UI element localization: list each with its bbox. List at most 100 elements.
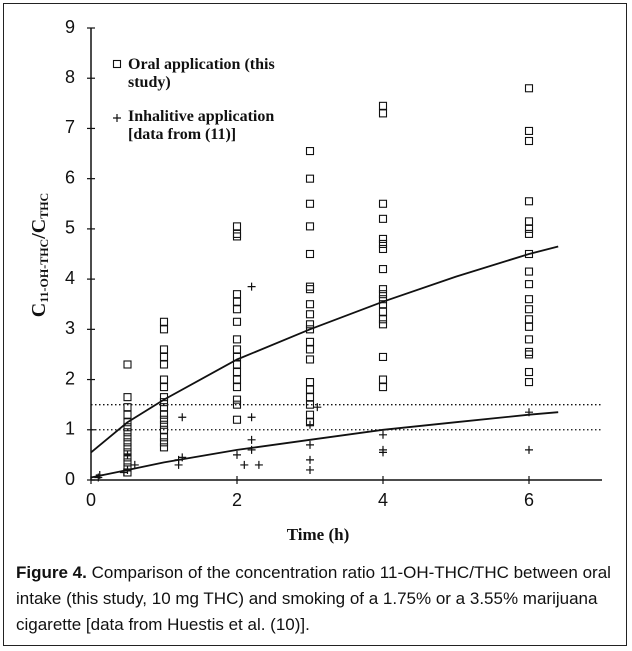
square-marker xyxy=(159,410,169,419)
plus-marker xyxy=(313,403,322,412)
square-marker xyxy=(123,438,132,447)
square-marker xyxy=(159,317,169,326)
y-tick-label: 7 xyxy=(65,117,75,137)
caption: Figure 4. Comparison of the concentratio… xyxy=(16,560,616,638)
plus-marker xyxy=(178,453,187,462)
square-marker xyxy=(232,360,242,369)
y-label-sub: 11-OH-THC xyxy=(37,239,51,303)
square-marker xyxy=(232,345,242,354)
square-marker xyxy=(159,438,169,447)
plus-marker xyxy=(525,445,533,454)
square-marker xyxy=(305,400,315,409)
square-marker xyxy=(524,347,534,356)
square-marker xyxy=(524,367,534,377)
square-marker xyxy=(232,383,242,392)
square-marker xyxy=(524,315,534,324)
square-marker xyxy=(305,337,315,346)
square-marker xyxy=(378,239,388,249)
square-marker xyxy=(159,443,169,452)
square-marker xyxy=(524,136,534,146)
square-marker xyxy=(305,345,315,354)
plus-marker xyxy=(247,445,256,454)
y-tick-label: 6 xyxy=(65,167,75,187)
plus-marker xyxy=(240,460,249,469)
legend-label: Inhalitive application [data from (11)] xyxy=(128,108,275,143)
square-marker xyxy=(159,433,169,442)
y-tick-label: 1 xyxy=(65,419,75,439)
square-marker xyxy=(524,126,534,136)
square-marker xyxy=(305,410,315,419)
y-axis-label: C11-OH-THC/CTHC xyxy=(28,193,51,317)
square-marker xyxy=(232,290,242,299)
square-marker xyxy=(378,290,388,299)
square-marker xyxy=(123,428,132,437)
x-tick-label: 4 xyxy=(378,490,388,510)
y-tick-label: 3 xyxy=(65,318,75,338)
y-tick-label: 5 xyxy=(65,218,75,238)
plus-marker xyxy=(247,282,256,291)
y-tick-label: 8 xyxy=(65,67,75,87)
plus-marker xyxy=(525,408,533,417)
square-marker xyxy=(305,199,315,208)
square-marker xyxy=(378,315,388,324)
square-marker xyxy=(159,360,169,369)
fit-line xyxy=(90,411,559,479)
square-marker xyxy=(305,320,315,329)
square-marker xyxy=(159,325,169,334)
square-marker xyxy=(378,375,388,384)
square-marker xyxy=(123,423,132,432)
square-marker xyxy=(305,285,315,294)
square-marker xyxy=(378,234,388,243)
plus-marker xyxy=(306,440,314,449)
square-marker xyxy=(305,146,315,156)
square-marker xyxy=(232,297,242,306)
square-marker xyxy=(305,222,315,231)
square-marker xyxy=(524,295,534,304)
square-marker xyxy=(123,458,132,467)
square-marker xyxy=(232,222,242,231)
square-marker xyxy=(123,410,132,419)
plus-marker xyxy=(233,450,241,459)
y-label-sub: THC xyxy=(37,193,51,219)
legend-marker xyxy=(112,59,122,69)
square-marker xyxy=(232,400,242,409)
square-marker xyxy=(159,383,169,392)
square-marker xyxy=(159,352,169,362)
square-marker xyxy=(378,109,388,118)
legend-marker xyxy=(113,114,121,122)
y-label-part: /C xyxy=(28,219,50,240)
square-marker xyxy=(159,398,169,407)
plus-marker xyxy=(178,413,187,422)
y-tick-label: 9 xyxy=(65,17,75,37)
square-marker xyxy=(378,244,388,254)
square-marker xyxy=(378,320,388,329)
square-marker xyxy=(305,174,315,183)
square-marker xyxy=(123,433,132,442)
legend-label: Oral application (this study) xyxy=(128,56,275,91)
square-marker xyxy=(524,197,534,206)
square-marker xyxy=(305,325,315,334)
plus-marker xyxy=(306,455,314,464)
square-marker xyxy=(524,229,534,238)
square-marker xyxy=(378,295,388,304)
square-marker xyxy=(378,307,388,316)
square-marker xyxy=(123,418,132,427)
square-marker xyxy=(378,265,388,274)
frame xyxy=(3,3,627,646)
square-marker xyxy=(305,355,315,364)
square-marker xyxy=(524,224,534,233)
plus-marker xyxy=(379,430,387,439)
square-marker xyxy=(524,378,534,387)
plus-marker xyxy=(306,465,314,474)
y-tick-label: 4 xyxy=(65,268,75,288)
caption-text: Comparison of the concentration ratio 11… xyxy=(16,563,611,634)
square-marker xyxy=(378,285,388,294)
plus-marker xyxy=(379,445,387,454)
square-marker xyxy=(524,249,534,259)
square-marker xyxy=(232,305,242,314)
square-marker xyxy=(305,300,315,309)
plus-marker xyxy=(123,465,132,474)
square-marker xyxy=(378,101,388,110)
